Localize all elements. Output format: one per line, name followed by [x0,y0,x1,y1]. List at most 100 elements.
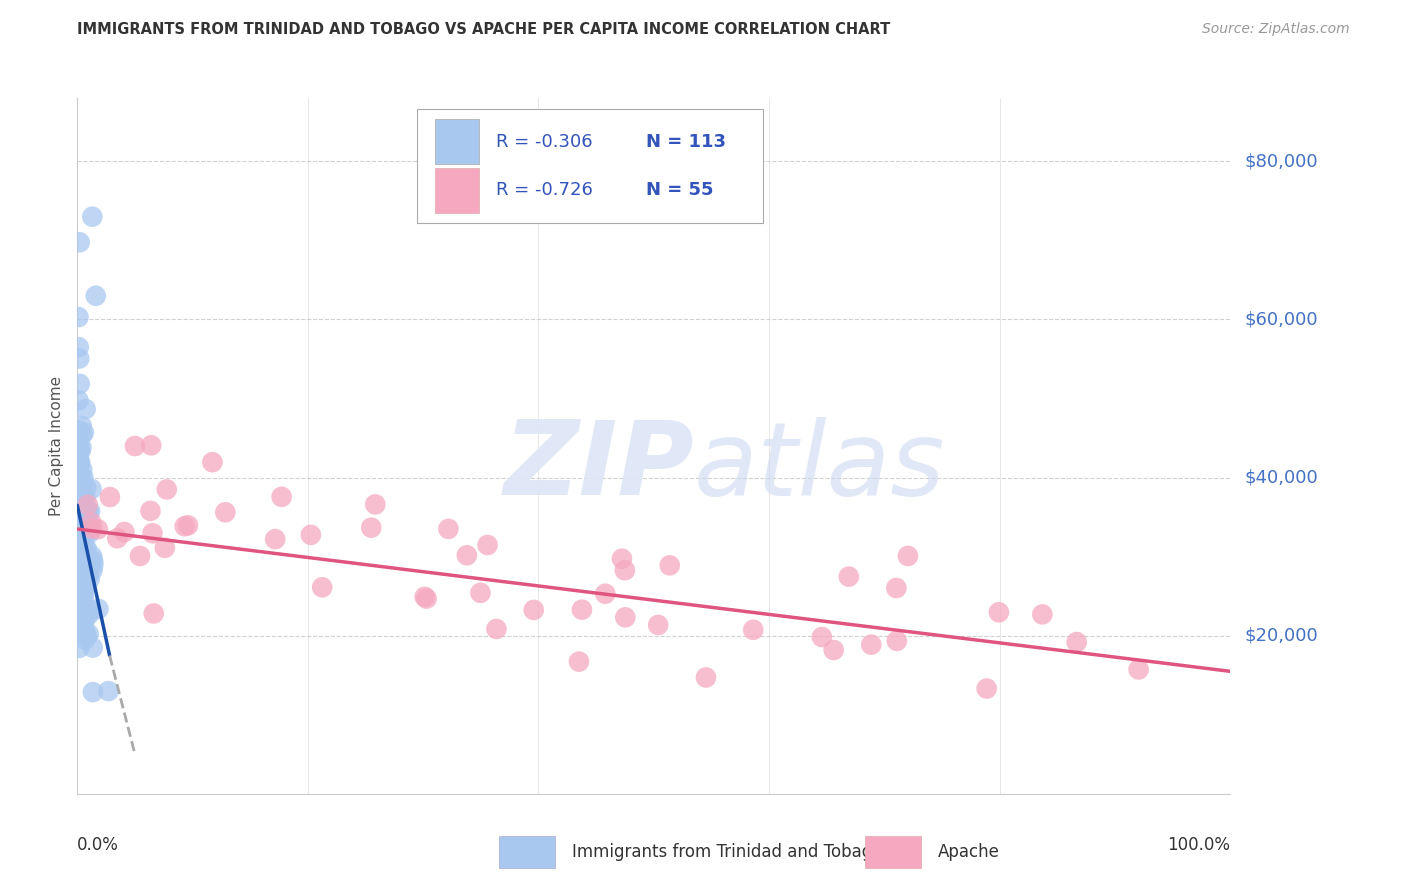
Point [82,549,104,564]
Point [87,602,110,616]
Point [1066,635,1088,649]
Text: $60,000: $60,000 [1244,310,1317,328]
Text: ZIP: ZIP [503,417,695,517]
FancyBboxPatch shape [434,119,478,164]
Point [69,444,91,458]
Point [76,498,98,512]
Point [67,537,90,551]
Point [97,684,120,698]
Point [67,340,90,354]
Text: R = -0.726: R = -0.726 [496,181,593,199]
Point [67,393,90,408]
Point [79,572,101,586]
Point [477,538,499,552]
Point [811,630,834,644]
Point [73,527,96,541]
Point [437,522,460,536]
Point [82,563,104,577]
Point [69,620,91,634]
Point [79,524,101,538]
Point [69,474,91,488]
Point [67,439,90,453]
Point [67,428,90,442]
Point [201,455,224,469]
Point [75,607,97,622]
Point [73,425,96,440]
Point [70,418,93,433]
Point [485,622,508,636]
Point [75,572,97,586]
Point [264,532,287,546]
Point [142,607,165,621]
Point [73,614,96,628]
Point [67,485,90,500]
Point [82,554,104,568]
Point [67,572,90,586]
Point [70,441,93,455]
Point [886,633,908,648]
Point [72,610,94,624]
Point [456,549,478,563]
Text: Apache: Apache [938,843,1000,861]
Point [568,655,591,669]
Point [77,627,100,641]
Point [75,626,97,640]
Point [67,483,90,498]
Point [214,505,236,519]
Point [129,549,152,563]
Point [523,603,546,617]
Point [69,476,91,491]
Text: $80,000: $80,000 [1244,153,1317,170]
Point [695,670,717,684]
Point [72,463,94,477]
Point [77,568,100,582]
Point [75,541,97,555]
FancyBboxPatch shape [499,836,555,868]
Point [80,482,103,496]
Point [70,508,93,522]
Point [67,554,90,568]
Text: N = 55: N = 55 [645,181,713,199]
Point [75,402,97,417]
Point [838,569,860,583]
Point [72,471,94,485]
Point [73,517,96,532]
Text: Immigrants from Trinidad and Tobago: Immigrants from Trinidad and Tobago [572,843,883,861]
Point [77,524,100,538]
Point [69,376,91,391]
Point [69,477,91,491]
Point [70,478,93,492]
Point [70,491,93,506]
Point [77,519,100,533]
Point [69,548,91,562]
Point [69,569,91,583]
Text: 100.0%: 100.0% [1167,836,1230,854]
Text: N = 113: N = 113 [645,133,725,151]
Point [77,520,100,534]
Point [70,474,93,488]
Point [124,439,146,453]
Point [69,496,91,510]
Point [80,516,103,530]
Point [1031,607,1053,622]
Point [67,446,90,460]
Point [79,504,101,518]
Point [67,485,90,500]
Text: $40,000: $40,000 [1244,468,1317,487]
Point [67,640,90,655]
Point [69,573,91,587]
Point [73,583,96,598]
Point [270,490,292,504]
Point [69,485,91,500]
Point [823,643,845,657]
Point [73,583,96,598]
Point [70,581,93,595]
Point [70,427,93,442]
Point [141,438,163,452]
Point [70,615,93,630]
Point [82,210,104,224]
Point [79,558,101,572]
Point [72,509,94,524]
Point [67,351,90,366]
Point [69,624,91,638]
